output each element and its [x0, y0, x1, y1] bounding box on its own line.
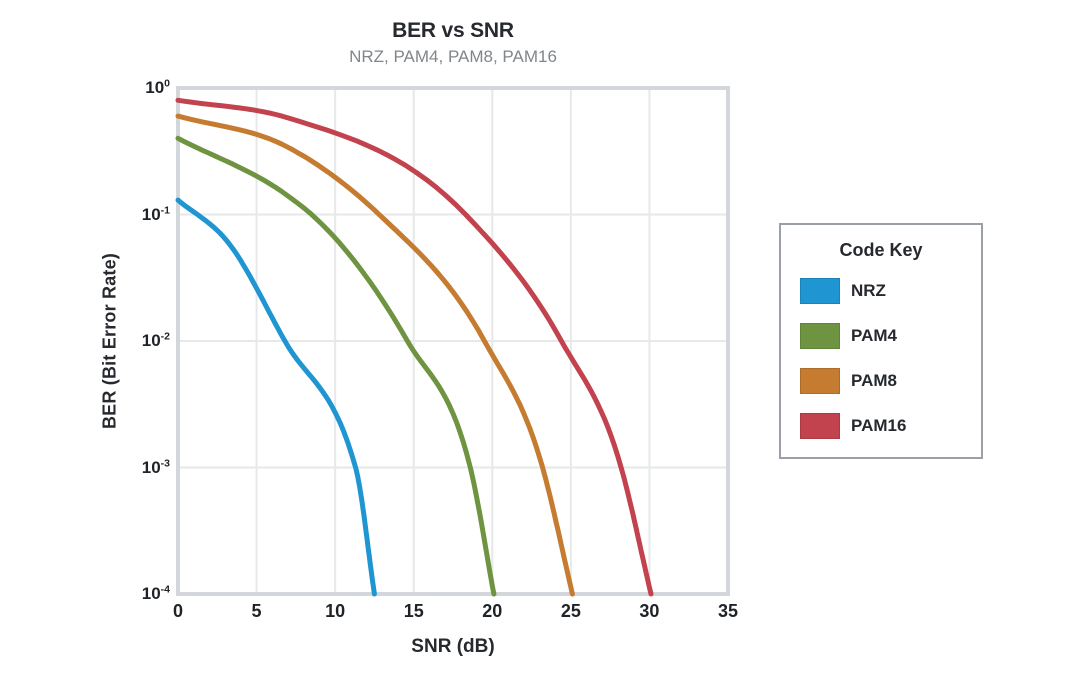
- legend-item-nrz: NRZ: [800, 278, 981, 304]
- legend-label-pam16: PAM16: [851, 416, 907, 435]
- x-tick-label-0: 0: [172, 601, 184, 621]
- legend-item-pam16: PAM16: [800, 413, 981, 439]
- legend-label-pam8: PAM8: [851, 371, 897, 390]
- curves-layer: [175, 97, 654, 597]
- x-tick-label-5: 5: [251, 601, 262, 621]
- legend-label-pam4: PAM4: [851, 326, 897, 345]
- x-tick-label-30: 30: [639, 601, 660, 621]
- chart-subtitle: NRZ, PAM4, PAM8, PAM16: [349, 47, 557, 66]
- plot-frame: [176, 86, 730, 596]
- legend-swatch-pam16: [800, 413, 840, 439]
- legend-item-pam8: PAM8: [800, 368, 981, 394]
- x-tick-label-15: 15: [403, 601, 424, 621]
- series-line-pam8: [175, 113, 575, 597]
- y-tick-label-1e-3: 10-3: [141, 456, 170, 477]
- legend-swatch-pam4: [800, 323, 840, 349]
- y-tick-label-1e-2: 10-2: [141, 330, 170, 350]
- legend-item-pam4: PAM4: [800, 323, 981, 349]
- y-tick-label-1e-1: 10-1: [141, 203, 170, 224]
- legend: Code Key NRZ PAM4 PAM8 PAM16: [779, 223, 983, 459]
- x-tick-label-10: 10: [325, 601, 346, 621]
- x-tick-label-35: 35: [717, 601, 739, 621]
- legend-title: Code Key: [839, 240, 923, 260]
- series-line-pam16: [175, 97, 654, 597]
- y-axis-title: BER (Bit Error Rate): [99, 252, 120, 430]
- legend-label-nrz: NRZ: [851, 281, 886, 300]
- x-axis-title: SNR (dB): [411, 636, 495, 657]
- legend-items: NRZ PAM4 PAM8 PAM16: [800, 278, 981, 439]
- y-tick-label-1e-4: 10-4: [141, 583, 170, 603]
- series-line-nrz: [175, 197, 377, 597]
- y-tick-label-1e0: 100: [145, 77, 170, 97]
- legend-swatch-pam8: [800, 368, 840, 394]
- grid-layer: [177, 87, 729, 595]
- x-tick-label-20: 20: [482, 601, 503, 621]
- chart-title: BER vs SNR: [392, 19, 514, 42]
- series-line-pam4: [175, 135, 497, 597]
- x-tick-label-25: 25: [560, 601, 581, 621]
- legend-swatch-nrz: [800, 278, 840, 304]
